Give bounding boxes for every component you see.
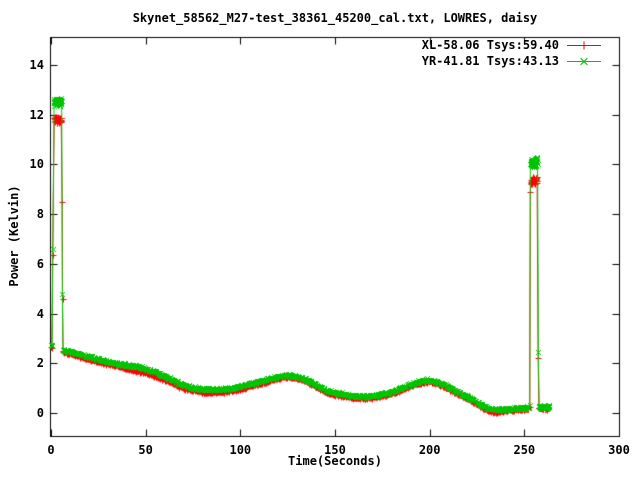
legend-label-xl: XL-58.06 Tsys:59.40	[421, 38, 559, 52]
y-tick-label: 8	[36, 207, 44, 222]
y-tick-label: 14	[29, 58, 44, 72]
y-tick-label: 10	[29, 157, 44, 172]
y-tick-label: 6	[36, 256, 44, 271]
legend-item-yr: YR-41.81 Tsys:43.13	[422, 53, 602, 69]
x-tick-label: 150	[324, 443, 346, 457]
x-tick-label: 0	[47, 443, 55, 457]
y-tick-label: 12	[29, 107, 44, 122]
legend-label-yr: YR-41.81 Tsys:43.13	[421, 54, 559, 68]
x-tick-label: 250	[513, 443, 536, 457]
chart-title: Skynet_58562_M27-test_38361_45200_cal.tx…	[132, 11, 538, 25]
x-tick-label: 50	[138, 443, 153, 457]
x-tick-label: 200	[418, 443, 441, 457]
x-tick-label: 300	[608, 443, 630, 457]
legend-sample-x-icon	[567, 57, 601, 65]
legend: XL-58.06 Tsys:59.40 YR-41.81 Tsys:43.13	[422, 37, 602, 69]
x-tick-label: 100	[229, 443, 252, 457]
legend-item-xl: XL-58.06 Tsys:59.40	[422, 37, 602, 53]
y-tick-label: 2	[36, 356, 44, 371]
x-axis-label: Time(Seconds)	[288, 454, 382, 468]
y-tick-label: 0	[36, 406, 44, 420]
legend-sample-plus-icon	[567, 41, 601, 49]
y-tick-label: 4	[36, 306, 44, 321]
